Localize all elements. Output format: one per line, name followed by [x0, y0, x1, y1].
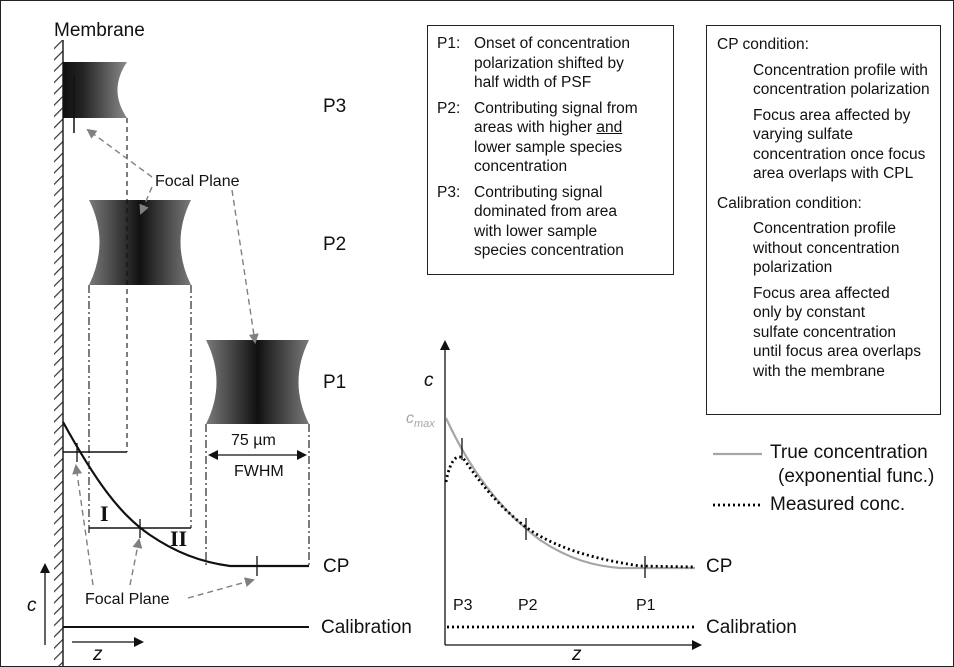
p2-line: areas with higher and	[474, 118, 638, 138]
cmax-label: cmax	[406, 409, 435, 434]
region-two-label: II	[170, 526, 188, 551]
right-tick-p3: P3	[453, 597, 473, 614]
legend-true-line1: True concentration	[770, 442, 928, 463]
focal-plane-label-upper: Focal Plane	[155, 173, 240, 190]
cp-item-line: Concentration profile with	[753, 61, 928, 79]
legend-measured-label: Measured conc.	[770, 494, 906, 515]
cal-item-line: Focus area affected	[753, 284, 890, 302]
p3-key: P3:	[437, 183, 461, 201]
cp-item-line: varying sulfate	[753, 126, 853, 143]
calibration-label-right: Calibration	[706, 617, 797, 638]
left-axis-c-label: c	[27, 595, 37, 616]
cp-item-line: area overlaps with CPL	[753, 165, 914, 182]
p1-line: half width of PSF	[474, 74, 592, 91]
p3-line: Contributing signal	[474, 183, 603, 201]
fwhm-label: FWHM	[234, 463, 284, 480]
cal-item-line: Concentration profile	[753, 220, 897, 237]
p3-label: P3	[323, 96, 347, 117]
calibration-condition-header: Calibration condition:	[717, 194, 862, 212]
p3-line: with lower sample	[474, 222, 598, 240]
cp-condition-item: Concentration profile with concentration…	[717, 61, 932, 100]
cal-item-line: polarization	[753, 259, 833, 276]
cmax-subscript: max	[414, 418, 435, 431]
membrane-label: Membrane	[54, 20, 145, 41]
cal-item-line: without concentration	[753, 239, 900, 257]
cal-item-line: until focus area overlaps	[753, 343, 922, 360]
left-axis-z-label: z	[93, 644, 103, 665]
cp-item-line: concentration polarization	[753, 81, 930, 98]
focus-shape-p3	[63, 62, 127, 133]
cmax-main: c	[406, 410, 414, 427]
p2-label: P2	[323, 234, 347, 255]
cal-item-line: sulfate concentration	[753, 323, 897, 341]
p2-underlined-and: and	[596, 119, 623, 136]
focus-shape-p2	[89, 200, 191, 285]
cal-item-line: only by constant	[753, 304, 866, 321]
legend-true-line2: (exponential func.)	[778, 466, 935, 487]
region-one-label: I	[100, 501, 109, 526]
calibration-condition-item: Concentration profile without concentrat…	[717, 219, 932, 278]
p1-line: polarization shifted by	[474, 54, 624, 72]
focal-plane-label-lower: Focal Plane	[85, 591, 170, 608]
p2-line: concentration	[474, 158, 568, 175]
left-concentration-profile	[62, 421, 309, 628]
right-axis-c-label: c	[424, 370, 434, 391]
fwhm-value: 75 µm	[231, 432, 276, 449]
p1-label: P1	[323, 372, 347, 393]
cp-label-left: CP	[323, 556, 350, 577]
calibration-label-left: Calibration	[321, 617, 412, 638]
cal-item-line: with the membrane	[753, 362, 885, 380]
membrane-wall	[54, 40, 64, 667]
cp-condition-header: CP condition:	[717, 36, 809, 53]
p1-line: Onset of concentration	[474, 35, 630, 52]
p1-key: P1:	[437, 35, 461, 52]
focus-shape-p1	[206, 340, 309, 424]
calibration-condition-item: Focus area affected only by constant sul…	[717, 284, 932, 382]
right-tick-p2: P2	[518, 597, 538, 614]
measured-concentration-curve	[444, 455, 696, 569]
p2-line: Contributing signal from	[474, 99, 638, 117]
p3-line: species concentration	[474, 242, 624, 259]
focal-plane-arrows	[72, 128, 259, 599]
right-chart-markers	[461, 438, 646, 578]
right-tick-p1: P1	[636, 597, 656, 614]
true-concentration-curve	[445, 417, 695, 570]
guide-lines	[88, 285, 310, 568]
positions-legend-box: P1: Onset of concentration polarization …	[427, 25, 674, 275]
cp-item-line: concentration once focus	[753, 145, 926, 163]
cp-condition-item: Focus area affected by varying sulfate c…	[717, 106, 932, 184]
right-axis-z-label: z	[572, 644, 582, 665]
p3-line: dominated from area	[474, 203, 618, 220]
p2-key: P2:	[437, 99, 461, 117]
right-chart-axes	[440, 340, 702, 650]
p2-line: lower sample species	[474, 138, 623, 156]
cp-label-right: CP	[706, 556, 733, 577]
cp-item-line: Focus area affected by	[753, 106, 911, 124]
conditions-legend-box: CP condition: Concentration profile with…	[706, 25, 941, 415]
p2-line-text: areas with higher	[474, 119, 597, 136]
